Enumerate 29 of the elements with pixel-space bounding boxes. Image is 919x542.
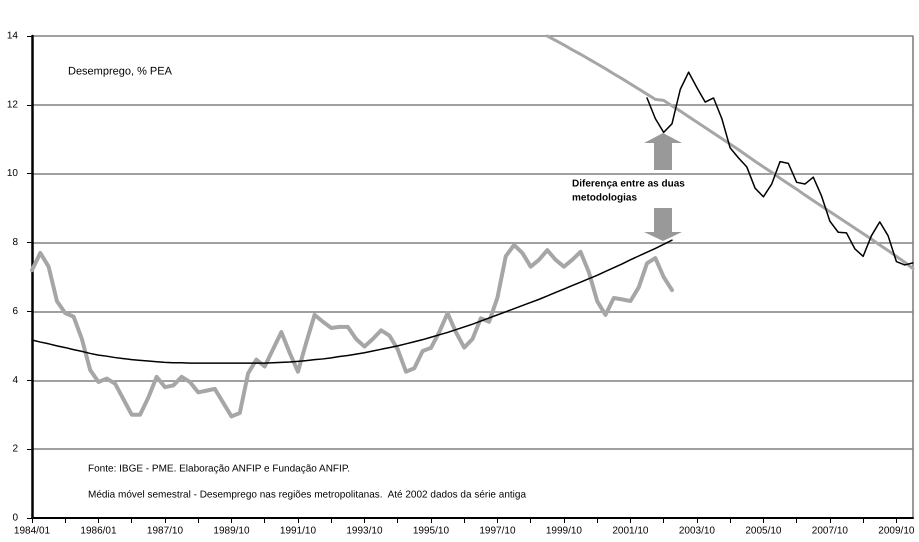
y-tick-label: 8 [12,237,18,248]
y-tick-label: 12 [6,99,18,110]
x-tick-label: 2007/10 [812,526,848,536]
y-axis-title: Desemprego, % PEA [68,66,173,78]
y-tick-label: 14 [6,30,18,42]
line-series [30,242,674,418]
x-tick-label: 2005/10 [745,526,782,536]
y-tick-label: 0 [12,512,18,524]
x-tick-label: 1987/10 [146,526,184,536]
y-tick-label: 2 [12,444,18,455]
line-series [646,71,914,266]
x-tick-label: 1997/10 [479,526,516,536]
x-tick-label: 2009/10 [878,526,915,536]
x-tick-label: 1989/10 [213,526,250,536]
y-tick-label: 10 [6,168,18,180]
x-tick-label: 1984/01 [14,526,51,536]
x-tick-label: 1999/10 [546,526,582,536]
x-tick-label: 1986/01 [80,526,117,536]
x-tick-label: 1991/10 [280,526,316,536]
annotation: Fonte: IBGE - PME. Elaboração ANFIP e Fundação ANFIP. [88,464,350,474]
annotation: Diferença entre as duas metodologias [572,178,686,204]
y-tick-label: 4 [12,374,18,386]
y-tick-label: 6 [12,306,18,317]
x-tick-label: 1995/10 [412,526,450,536]
line-series [546,34,914,270]
x-tick-label: 1993/10 [346,526,383,536]
x-tick-label: 2003/10 [678,526,716,536]
annotation: Média móvel semestral - Desemprego nas regiões metropolitanas. Até 2002 dados da série antiga [88,490,526,500]
x-tick-label: 2001/10 [612,526,649,536]
